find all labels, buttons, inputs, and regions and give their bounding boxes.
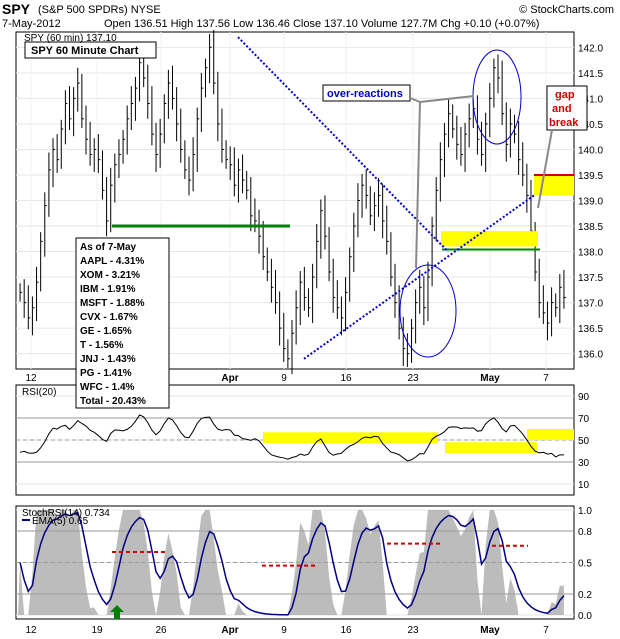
rsi-highlight-b [445,442,537,454]
chart-title: SPY 60 Minute Chart [31,45,139,57]
holding-item: Total - 20.43% [80,396,146,407]
over-reactions-box [322,84,411,102]
and-label: and [552,103,572,115]
gap-break-box [546,85,588,131]
holding-item: T - 1.56% [80,340,123,351]
pointer-to-high [419,95,475,103]
trendline-up [303,194,535,360]
copyright: © StockCharts.com [519,4,614,16]
x-tick-label: Apr [221,373,238,384]
holding-item: WFC - 1.4% [80,382,135,393]
x-tick-label: 12 [25,373,37,384]
price-tick-label: 137.0 [578,299,603,310]
rsi-tick-label: 70 [578,414,590,425]
stoch-tick-label: 0.8 [578,527,592,538]
x-tick-label: Apr [221,625,238,636]
up-arrow-icon [110,605,124,619]
chart-title-box [24,41,157,59]
pointer-stem [409,97,421,103]
pointer-to-low [415,101,421,269]
stoch-tick-label: 0.2 [578,590,592,601]
break-label: break [549,117,579,129]
price-tick-label: 140.5 [578,120,603,131]
x-tick-label: 12 [25,625,37,636]
over-reactions-label: over-reactions [327,88,403,100]
x-tick-label: 19 [91,625,103,636]
rsi-tick-label: 30 [578,458,590,469]
holding-item: XOM - 3.21% [80,270,140,281]
rsi-legend: RSI(20) [22,387,56,398]
quote-line: Open 136.51 High 137.56 Low 136.46 Close… [104,18,540,30]
holding-item: AAPL - 4.31% [80,256,144,267]
x-tick-label: 23 [407,373,419,384]
x-tick-label: May [480,373,500,384]
yellow-zone-a [441,231,538,247]
holding-item: GE - 1.65% [80,326,132,337]
stoch-fill [18,510,564,615]
price-tick-label: 141.5 [578,69,603,80]
gap-pointer [537,129,553,209]
price-legend: SPY (60 min) 137.10 [24,33,117,44]
x-tick-label: 7 [543,625,549,636]
x-tick-label: 9 [281,373,287,384]
price-tick-label: 136.0 [578,350,603,361]
price-tick-label: 140.0 [578,145,603,156]
stoch-tick-label: 0.0 [578,611,592,622]
price-tick-label: 138.0 [578,248,603,259]
price-tick-label: 139.5 [578,171,603,182]
holding-item: IBM - 1.91% [80,284,136,295]
rsi-highlight-c [527,429,574,440]
price-tick-label: 137.5 [578,273,603,284]
rsi-tick-label: 50 [578,436,590,447]
ema-legend-swatch [22,519,30,521]
price-tick-label: 138.5 [578,222,603,233]
ema-legend: EMA(5) 0.65 [32,516,89,527]
price-tick-label: 141.0 [578,94,603,105]
holding-item: PG - 1.41% [80,368,132,379]
symbol: SPY [2,1,31,17]
x-tick-label: 16 [340,373,352,384]
holding-item: JNJ - 1.43% [80,354,136,365]
x-tick-label: 23 [407,625,419,636]
stoch-tick-label: 0.5 [578,559,592,570]
x-tick-label: 7 [543,373,549,384]
stoch-tick-label: 1.0 [578,506,592,517]
x-tick-label: 9 [281,625,287,636]
rsi-tick-label: 10 [578,480,590,491]
x-tick-label: 26 [155,625,167,636]
holdings-box [75,237,170,409]
price-tick-label: 139.0 [578,197,603,208]
holding-item: CVX - 1.67% [80,312,138,323]
holdings-title: As of 7-May [80,242,137,253]
rsi-highlight-a [263,432,438,444]
price-tick-label: 142.0 [578,43,603,54]
circle-low [399,264,457,358]
x-tick-label: May [480,625,500,636]
gap-label: gap [555,89,575,101]
quote-date: 7-May-2012 [2,18,61,30]
rsi-line [19,414,564,462]
stoch-ema-line [19,511,565,616]
x-tick-label: 16 [340,625,352,636]
holding-item: MSFT - 1.88% [80,298,145,309]
symbol-name: (S&P 500 SPDRs) NYSE [38,4,161,16]
price-tick-label: 136.5 [578,324,603,335]
rsi-tick-label: 90 [578,392,590,403]
stochrsi-legend: StochRSI(14) 0.734 [22,508,110,519]
